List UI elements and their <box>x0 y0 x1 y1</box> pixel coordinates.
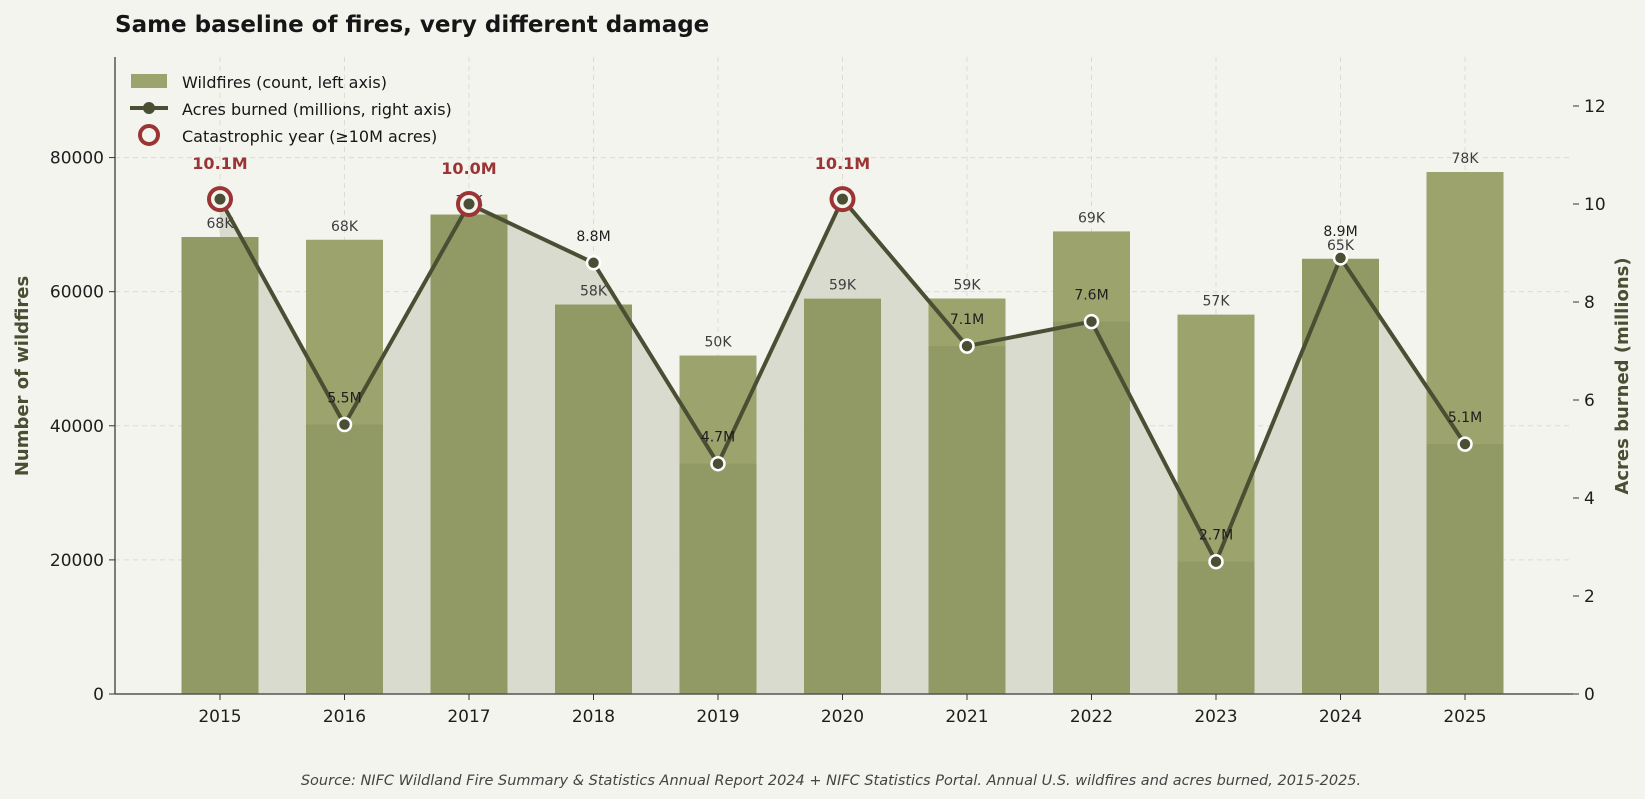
line-point <box>1208 553 1224 570</box>
line-point <box>336 416 353 433</box>
chart-title: Same baseline of fires, very different d… <box>115 12 709 38</box>
y-tick-label-left: 0 <box>93 685 104 705</box>
bar-label: 57K <box>1203 294 1231 310</box>
highlight-label: 10.0M <box>441 159 496 178</box>
point-label: 5.5M <box>327 391 361 407</box>
bar-label: 59K <box>829 278 857 294</box>
bar-overlap-shade <box>1053 321 1130 694</box>
point-label: 8.8M <box>576 229 610 245</box>
legend: Wildfires (count, left axis) Acres burne… <box>130 73 452 146</box>
y-tick-label-right: 0 <box>1584 685 1595 705</box>
bar-label: 50K <box>705 335 733 351</box>
x-tick-label: 2025 <box>1443 707 1486 727</box>
y-axis-title-left: Number of wildfires <box>12 276 33 476</box>
point-label: 7.6M <box>1074 288 1108 304</box>
legend-swatch-marker <box>143 102 155 114</box>
legend-label-highlight: Catastrophic year (≥10M acres) <box>182 127 437 146</box>
bar-label: 59K <box>954 277 982 293</box>
x-tick-label: 2015 <box>198 707 241 727</box>
y-tick-label-right: 10 <box>1584 195 1606 215</box>
line-point <box>585 255 602 271</box>
line-point <box>214 193 226 205</box>
line-point <box>463 198 475 210</box>
source-note: Source: NIFC Wildland Fire Summary & Sta… <box>301 773 1361 789</box>
bar-overlap-shade <box>555 304 632 694</box>
highlight-label: 10.1M <box>192 154 247 173</box>
line-point <box>1457 436 1473 452</box>
point-label: 5.1M <box>1448 410 1482 426</box>
bar-overlap-shade <box>804 298 881 694</box>
bar-labels: 68K68K71K58K50K59K59K69K57K65K78K <box>207 151 1480 351</box>
line-point <box>1083 313 1100 330</box>
line-points <box>207 186 1473 570</box>
y-tick-label-left: 80000 <box>50 149 104 169</box>
ticks: 0 20000 40000 60000 80000 0 2 4 6 8 10 12 2015 2016 20… <box>50 97 1606 727</box>
x-tick-label: 2021 <box>945 707 988 727</box>
legend-label-bars: Wildfires (count, left axis) <box>182 73 387 92</box>
axes <box>114 57 1573 695</box>
bar-label: 65K <box>1327 238 1355 254</box>
bar-overlap-shade <box>928 346 1006 694</box>
point-label: 4.7M <box>701 430 735 446</box>
legend-swatch-highlight <box>138 124 160 146</box>
point-label: 7.1M <box>950 312 984 328</box>
bar-label: 68K <box>331 219 359 235</box>
bar-overlap-shade <box>181 237 259 695</box>
x-tick-label: 2019 <box>696 707 739 727</box>
x-tick-label: 2016 <box>323 707 366 727</box>
legend-label-line: Acres burned (millions, right axis) <box>182 100 452 119</box>
line-point <box>837 193 848 205</box>
bar-overlap-shade <box>430 214 508 694</box>
y-tick-label-right: 8 <box>1584 293 1595 313</box>
bar-overlap-shade <box>1177 561 1255 694</box>
line-point <box>710 455 726 472</box>
y-tick-label-right: 4 <box>1584 489 1595 509</box>
highlight-label: 10.1M <box>815 154 870 173</box>
legend-swatch-bar <box>131 74 167 88</box>
x-tick-label: 2022 <box>1070 707 1113 727</box>
x-tick-label: 2023 <box>1194 707 1237 727</box>
bars <box>181 171 1504 695</box>
bar-overlap-shade <box>1302 258 1379 694</box>
y-tick-label-left: 20000 <box>50 551 104 571</box>
y-axis-title-right: Acres burned (millions) <box>1612 257 1633 494</box>
y-tick-label-right: 6 <box>1584 391 1595 411</box>
bar-label: 68K <box>207 216 235 232</box>
y-tick-label-left: 40000 <box>50 417 104 437</box>
bar-label: 58K <box>580 284 608 300</box>
bar-label: 78K <box>1452 151 1480 167</box>
point-labels: 10.1M 5.5M 10.0M 8.8M 4.7M 10.1M 7.1M 7.6M 2.7M 8… <box>192 154 1482 544</box>
line-point <box>1332 250 1349 266</box>
x-tick-label: 2020 <box>821 707 864 727</box>
y-tick-label-left: 60000 <box>50 283 104 303</box>
point-label: 8.9M <box>1323 224 1357 240</box>
y-tick-label-right: 12 <box>1584 97 1606 117</box>
point-label: 2.7M <box>1199 528 1233 544</box>
bar-overlap-shade <box>1426 444 1504 694</box>
x-tick-label: 2024 <box>1319 707 1362 727</box>
line-point <box>959 338 975 354</box>
x-tick-label: 2017 <box>447 707 490 727</box>
x-tick-label: 2018 <box>572 707 615 727</box>
y-tick-label-right: 2 <box>1584 587 1595 607</box>
bar-label: 69K <box>1078 210 1106 226</box>
bar-overlap-shade <box>679 463 757 694</box>
bar-overlap-shade <box>306 424 383 694</box>
